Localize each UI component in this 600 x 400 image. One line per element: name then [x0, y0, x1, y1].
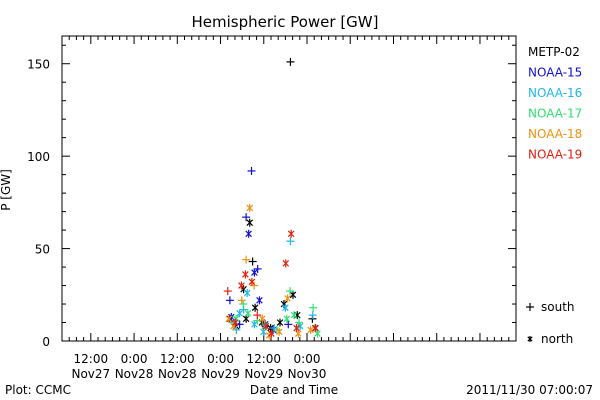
data-point-part	[245, 230, 252, 238]
data-point-part	[256, 297, 263, 304]
x-tick-time: 0:00	[121, 352, 148, 366]
x-tick-time: 12:00	[246, 352, 281, 366]
y-axis: 0 50 100 150	[27, 44, 516, 349]
y-tick-label: 50	[35, 243, 50, 257]
data-point-part	[295, 330, 302, 337]
data-point-part	[268, 330, 275, 337]
data-point-part	[287, 230, 295, 238]
data-point-part	[282, 260, 290, 267]
legend-entry: NOAA-19	[528, 148, 582, 162]
x-axis: 12:00Nov270:00Nov2812:00Nov280:00Nov2912…	[68, 36, 517, 381]
legend-entry: NOAA-16	[528, 86, 582, 100]
plot-source: Plot: CCMC	[5, 383, 71, 397]
x-tick-time: 12:00	[74, 352, 109, 366]
x-tick-time: 0:00	[207, 352, 234, 366]
x-tick-date: Nov28	[115, 367, 154, 381]
x-tick-date: Nov30	[288, 367, 327, 381]
data-point-part	[314, 330, 321, 337]
x-tick-time: 12:00	[160, 352, 195, 366]
data-point-part	[251, 304, 259, 312]
marker-symbol-part	[527, 336, 533, 342]
data-point-part	[280, 300, 288, 308]
data-point-part	[312, 324, 319, 332]
data-point-part	[307, 326, 314, 334]
data-point-part	[240, 285, 247, 293]
data-point-part	[261, 322, 269, 330]
data-point-part	[262, 322, 270, 330]
data-point-part	[232, 319, 239, 326]
data-point-part	[275, 328, 283, 336]
plot-frame	[61, 35, 517, 342]
data-point-part	[251, 269, 258, 276]
data-point-part	[259, 315, 266, 323]
data-point-part	[242, 271, 249, 278]
data-point-part	[244, 309, 252, 317]
data-point-part	[248, 278, 256, 286]
marker-legend-label: south	[541, 300, 575, 314]
data-point-part	[283, 315, 291, 323]
data-point-part	[246, 204, 254, 212]
data-point-part	[225, 315, 233, 323]
legend-entry: METP-02	[528, 45, 580, 59]
data-point-part	[290, 311, 298, 319]
x-tick-date: Nov27	[71, 367, 110, 381]
series-legend: METP-02 NOAA-15 NOAA-16 NOAA-17 NOAA-18 NOAA-…	[528, 45, 582, 162]
data-points	[223, 57, 321, 340]
data-point-part	[246, 219, 254, 227]
data-point-part	[236, 309, 243, 317]
y-tick-label: 0	[42, 335, 50, 349]
x-tick-time: 0:00	[294, 352, 321, 366]
legend-entry: NOAA-17	[528, 107, 582, 121]
x-axis-label: Date and Time	[250, 383, 338, 397]
x-tick-date: Nov29	[201, 367, 240, 381]
x-tick-date: Nov29	[244, 367, 283, 381]
data-point-part	[251, 321, 258, 328]
data-point-part	[243, 289, 251, 297]
legend-entry: NOAA-18	[528, 127, 582, 141]
y-axis-label: P [GW]	[0, 169, 13, 211]
plot-timestamp: 2011/11/30 07:00:07	[466, 383, 593, 397]
data-point-part	[293, 324, 300, 332]
data-point-part	[289, 291, 297, 299]
legend-entry: NOAA-15	[528, 66, 582, 80]
chart-title: Hemispheric Power [GW]	[192, 13, 379, 31]
data-point-part	[276, 319, 284, 326]
marker-legend-label: north	[541, 332, 573, 346]
y-tick-label: 150	[27, 58, 50, 72]
data-point-part	[296, 322, 304, 330]
data-point-part	[284, 295, 291, 302]
x-tick-date: Nov28	[158, 367, 197, 381]
data-point-part	[238, 282, 245, 289]
y-tick-label: 100	[27, 150, 50, 164]
data-point-part	[282, 304, 289, 312]
marker-legend: south north	[526, 300, 575, 346]
